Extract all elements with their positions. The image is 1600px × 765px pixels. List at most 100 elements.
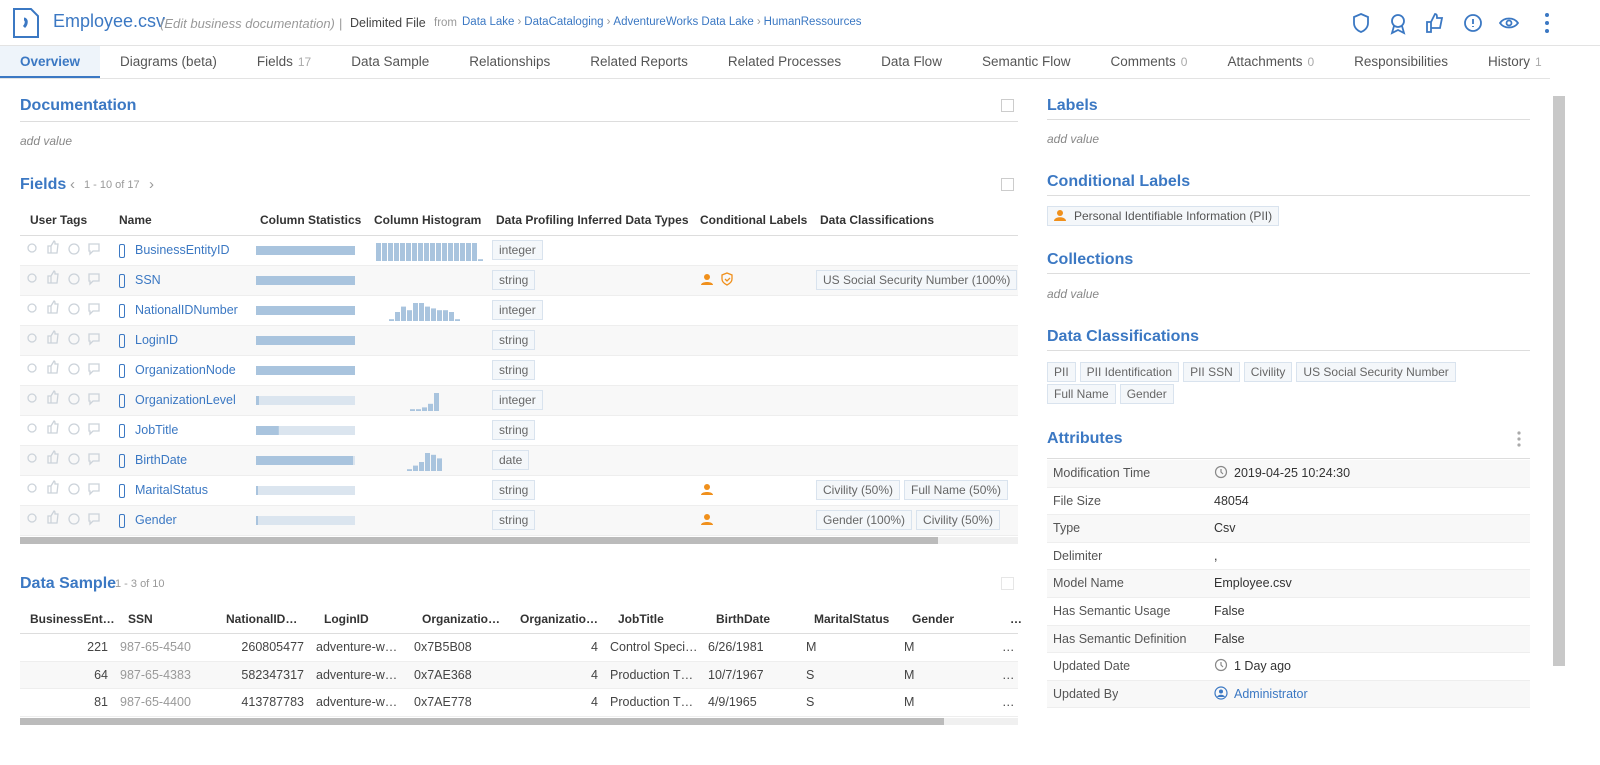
data-type: string (492, 356, 539, 385)
crumb[interactable]: DataCataloging (524, 16, 604, 28)
tab[interactable]: Responsibilities (1334, 46, 1468, 78)
tab[interactable]: Data Sample (331, 46, 449, 78)
asset-title[interactable]: Employee.csv (53, 11, 166, 31)
histogram-bar (443, 310, 448, 321)
field-name[interactable]: BusinessEntityID (119, 236, 229, 265)
attribute-value-text: Csv (1214, 521, 1236, 536)
user-tag-icons[interactable] (26, 296, 106, 326)
placeholder[interactable]: add value (1047, 287, 1100, 301)
crumb[interactable]: Data Lake (462, 16, 515, 28)
histogram-bar (407, 310, 412, 321)
open-icon[interactable] (1001, 577, 1014, 590)
column-histogram (410, 393, 439, 411)
histogram-bar (416, 409, 421, 411)
user-tag-icons[interactable] (26, 326, 106, 356)
user-tag-icons[interactable] (26, 356, 106, 386)
histogram-bar (407, 469, 412, 471)
tab-label: Relationships (469, 54, 551, 69)
user-tag-icons[interactable] (26, 476, 106, 506)
tab[interactable]: Data Flow (861, 46, 962, 78)
scrollbar-thumb[interactable] (20, 718, 944, 725)
tab[interactable]: Related Reports (570, 46, 708, 78)
section-title: Collections (1047, 251, 1134, 268)
attribute-row: Has Semantic Usage False (1047, 598, 1530, 626)
histogram-bar (425, 453, 430, 471)
histogram-bar (401, 306, 406, 321)
tab[interactable]: Related Processes (708, 46, 861, 78)
tab[interactable]: Comments 0 (1090, 46, 1207, 78)
field-name[interactable]: OrganizationNode (119, 356, 236, 385)
user-tag-icons[interactable] (26, 236, 106, 266)
field-icon (119, 363, 125, 378)
crumb[interactable]: AdventureWorks Data Lake (613, 16, 754, 28)
field-name[interactable]: NationalIDNumber (119, 296, 238, 325)
classification-tag[interactable]: Gender (1119, 384, 1174, 404)
column-statistics (256, 516, 355, 525)
sample-cell: 0x7B5B08 (414, 640, 472, 654)
data-type: date (492, 446, 533, 475)
attribute-value-text: False (1214, 631, 1245, 646)
classification-tag[interactable]: PII Identification (1079, 362, 1180, 382)
edit-link[interactable]: (Edit business documentation) (160, 16, 335, 31)
header-actions[interactable] (1340, 10, 1560, 36)
attribute-row: Delimiter, (1047, 543, 1530, 571)
tab[interactable]: Fields 17 (237, 46, 331, 78)
column-statistics (256, 396, 355, 405)
placeholder[interactable]: add value (1047, 132, 1100, 146)
sample-cell: Control Speci… (610, 640, 698, 654)
crumb[interactable]: HumanRessources (763, 16, 862, 28)
scrollbar-thumb[interactable] (20, 537, 938, 544)
field-icon (119, 333, 125, 348)
field-name[interactable]: BirthDate (119, 446, 187, 475)
tab[interactable]: Overview (0, 46, 101, 78)
classification-tag[interactable]: PII SSN (1183, 362, 1240, 382)
field-name[interactable]: MaritalStatus (119, 476, 208, 505)
tab[interactable]: History 1 (1468, 46, 1562, 78)
classification-tag[interactable]: US Social Security Number (1296, 362, 1456, 382)
next-page[interactable]: › (149, 176, 154, 193)
histogram-bar (428, 403, 433, 411)
tab[interactable]: Relationships (449, 46, 570, 78)
attribute-value[interactable]: Administrator (1214, 681, 1308, 708)
attributes-menu[interactable] (1515, 430, 1523, 448)
tab[interactable]: Diagrams (beta) (100, 46, 237, 78)
crumb-sep: › (756, 16, 761, 28)
stats-bar (256, 336, 355, 345)
field-name[interactable]: SSN (119, 266, 161, 295)
tab[interactable]: Attachments 0 (1207, 46, 1334, 78)
column-header: Data Profiling Inferred Data Types (496, 213, 689, 227)
user-tag-icons[interactable] (26, 416, 106, 446)
open-icon[interactable] (1001, 99, 1014, 112)
user-tag-icons[interactable] (26, 446, 106, 476)
classification-tag[interactable]: Civility (1243, 362, 1293, 382)
placeholder[interactable]: add value (20, 134, 73, 148)
field-name[interactable]: JobTitle (119, 416, 178, 445)
type-tag: string (492, 270, 536, 290)
tab[interactable]: Semantic Flow (962, 46, 1091, 78)
from-label: from (434, 17, 457, 29)
user-tag-icons[interactable] (26, 386, 106, 416)
conditional-label[interactable]: Personal Identifiable Information (PII) (1047, 206, 1280, 226)
histogram-bar (413, 465, 418, 471)
open-icon[interactable] (1001, 178, 1014, 191)
attribute-row: Type Csv (1047, 515, 1530, 543)
classification-tag[interactable]: Full Name (1047, 384, 1116, 404)
attribute-key: Delimiter (1053, 548, 1103, 563)
field-name[interactable]: LoginID (119, 326, 178, 355)
prev-page[interactable]: ‹ (70, 176, 75, 193)
classification-list: PII PII Identification PII SSN Civility US S… (1047, 361, 1477, 405)
field-icon (119, 273, 125, 288)
classification-tag[interactable]: PII (1047, 362, 1076, 382)
page-scrollbar[interactable] (1553, 96, 1565, 666)
histogram-bar (410, 409, 415, 411)
attribute-value: 1 Day ago (1214, 653, 1291, 680)
user-tag-icons[interactable] (26, 266, 106, 296)
stats-bar (256, 426, 279, 435)
pii-icon (1054, 210, 1066, 221)
attribute-value: , (1214, 543, 1217, 570)
sample-row: 64 987-65-4383 582347317 adventure-w… 0x7AE3… (20, 661, 1018, 689)
user-tag-icons[interactable] (26, 506, 106, 536)
stats-bar (256, 396, 259, 405)
field-name[interactable]: Gender (119, 506, 177, 535)
field-name[interactable]: OrganizationLevel (119, 386, 236, 415)
